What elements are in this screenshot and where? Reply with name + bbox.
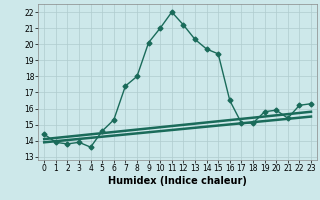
X-axis label: Humidex (Indice chaleur): Humidex (Indice chaleur) [108, 176, 247, 186]
